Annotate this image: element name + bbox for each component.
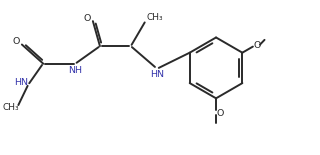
Text: HN: HN	[150, 70, 164, 80]
Text: CH₃: CH₃	[146, 13, 163, 22]
Text: HN: HN	[14, 78, 28, 87]
Text: O: O	[254, 41, 261, 50]
Text: NH: NH	[68, 66, 82, 75]
Text: O: O	[216, 108, 224, 117]
Text: O: O	[84, 14, 91, 23]
Text: O: O	[12, 38, 20, 46]
Text: CH₃: CH₃	[2, 103, 19, 112]
